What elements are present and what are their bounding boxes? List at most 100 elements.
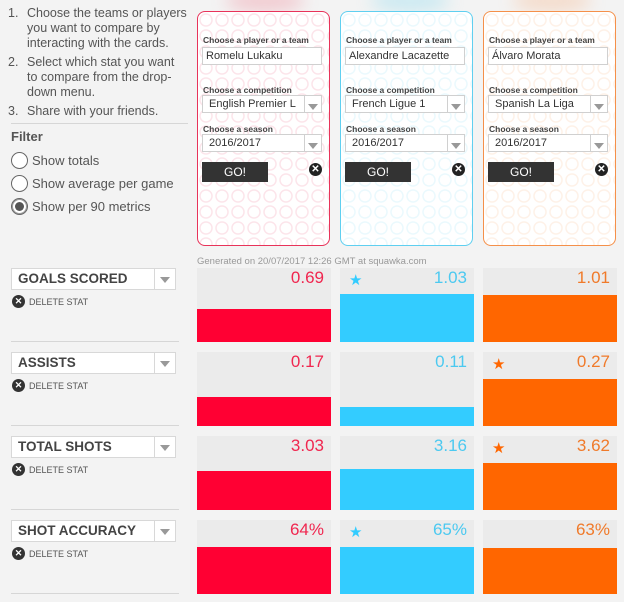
stat-value: 65%: [432, 520, 467, 539]
delete-stat-button[interactable]: ✕ DELETE STAT: [12, 379, 88, 392]
delete-stat-button[interactable]: ✕ DELETE STAT: [12, 295, 88, 308]
stat-value: 3.03: [290, 436, 324, 455]
competition-select[interactable]: English Premier L: [202, 95, 322, 113]
stat-value-box: 0.17: [197, 352, 331, 426]
chevron-down-icon[interactable]: [155, 521, 175, 541]
radio-show-average[interactable]: Show average per game: [11, 175, 174, 192]
instructions-list: 1. Choose the teams or players you want t…: [8, 6, 188, 123]
stat-value-box: 65% ★: [340, 520, 474, 594]
chevron-down-icon[interactable]: [155, 353, 175, 373]
stat-bar: [483, 463, 617, 510]
delete-stat-label: DELETE STAT: [29, 548, 89, 559]
stat-bar: [483, 548, 617, 594]
go-button[interactable]: GO!: [345, 162, 411, 182]
competition-value: English Premier L: [203, 96, 305, 112]
competition-select[interactable]: French Ligue 1: [345, 95, 465, 113]
radio-label: Show average per game: [32, 176, 174, 191]
chevron-down-icon[interactable]: [305, 135, 321, 151]
chevron-down-icon[interactable]: [448, 96, 464, 112]
chevron-down-icon[interactable]: [155, 437, 175, 457]
card-glow: [225, 0, 305, 12]
chevron-down-icon[interactable]: [305, 96, 321, 112]
instruction-text: Share with your friends.: [27, 104, 159, 118]
player-label: Choose a player or a team: [203, 35, 309, 45]
stat-bar: [340, 294, 474, 342]
chevron-down-icon[interactable]: [448, 135, 464, 151]
radio-button[interactable]: [11, 152, 28, 169]
stat-name: SHOT ACCURACY: [12, 521, 155, 541]
instruction-item: 2. Select which stat you want to compare …: [8, 55, 188, 100]
divider: [11, 593, 179, 594]
competition-select[interactable]: Spanish La Liga: [488, 95, 608, 113]
player-card-1: Choose a player or a team Romelu Lukaku …: [197, 11, 330, 246]
stat-value: 3.62: [576, 436, 610, 455]
delete-stat-label: DELETE STAT: [29, 296, 89, 307]
chevron-down-icon[interactable]: [591, 96, 607, 112]
delete-stat-button[interactable]: ✕ DELETE STAT: [12, 463, 88, 476]
player-card-3: Choose a player or a team Álvaro Morata …: [483, 11, 616, 246]
chevron-down-icon[interactable]: [591, 135, 607, 151]
go-button[interactable]: GO!: [488, 162, 554, 182]
stat-value: 3.16: [433, 436, 467, 455]
stat-value: 0.27: [576, 352, 610, 371]
stat-value-box: 0.27 ★: [483, 352, 617, 426]
star-icon: ★: [349, 272, 363, 289]
close-circle-icon: ✕: [12, 463, 25, 476]
competition-label: Choose a competition: [346, 85, 435, 95]
stat-value-box: 3.03: [197, 436, 331, 510]
stat-name: ASSISTS: [12, 353, 155, 373]
stat-value-box: 1.01: [483, 268, 617, 342]
stat-select[interactable]: SHOT ACCURACY: [11, 520, 176, 542]
close-circle-icon[interactable]: ✕: [309, 163, 322, 176]
divider: [11, 425, 179, 426]
stat-bar: [197, 547, 331, 594]
stat-select[interactable]: GOALS SCORED: [11, 268, 176, 290]
close-circle-icon[interactable]: ✕: [595, 163, 608, 176]
stat-value: 1.01: [576, 268, 610, 287]
close-circle-icon[interactable]: ✕: [452, 163, 465, 176]
stat-value-box: 3.62 ★: [483, 436, 617, 510]
player-input[interactable]: Romelu Lukaku: [202, 47, 322, 65]
competition-value: Spanish La Liga: [489, 96, 591, 112]
stat-value: 1.03: [433, 268, 467, 287]
chevron-down-icon[interactable]: [155, 269, 175, 289]
stat-bar: [340, 407, 474, 426]
season-select[interactable]: 2016/2017: [202, 134, 322, 152]
player-label: Choose a player or a team: [489, 35, 595, 45]
stat-bar: [483, 295, 617, 342]
player-card-2: Choose a player or a team Alexandre Laca…: [340, 11, 473, 246]
stat-value: 0.17: [290, 352, 324, 371]
star-icon: ★: [492, 356, 506, 373]
stat-select[interactable]: ASSISTS: [11, 352, 176, 374]
stat-value-box: 3.16: [340, 436, 474, 510]
radio-button[interactable]: [11, 175, 28, 192]
season-select[interactable]: 2016/2017: [488, 134, 608, 152]
radio-button-checked[interactable]: [11, 198, 28, 215]
season-label: Choose a season: [203, 124, 273, 134]
stat-select[interactable]: TOTAL SHOTS: [11, 436, 176, 458]
competition-label: Choose a competition: [489, 85, 578, 95]
go-button[interactable]: GO!: [202, 162, 268, 182]
delete-stat-button[interactable]: ✕ DELETE STAT: [12, 547, 88, 560]
radio-show-totals[interactable]: Show totals: [11, 152, 99, 169]
stat-value: 0.69: [290, 268, 324, 287]
instruction-text: Select which stat you want to compare fr…: [27, 55, 175, 99]
player-input[interactable]: Alexandre Lacazette: [345, 47, 465, 65]
stat-name: TOTAL SHOTS: [12, 437, 155, 457]
stat-name: GOALS SCORED: [12, 269, 155, 289]
instruction-item: 3. Share with your friends.: [8, 104, 188, 119]
card-glow: [512, 0, 592, 12]
close-circle-icon: ✕: [12, 379, 25, 392]
close-circle-icon: ✕: [12, 295, 25, 308]
divider: [11, 509, 179, 510]
stat-bar: [197, 309, 331, 342]
stat-value: 63%: [575, 520, 610, 539]
player-input[interactable]: Álvaro Morata: [488, 47, 608, 65]
delete-stat-label: DELETE STAT: [29, 464, 89, 475]
season-select[interactable]: 2016/2017: [345, 134, 465, 152]
star-icon: ★: [349, 524, 363, 541]
divider: [11, 341, 179, 342]
radio-label: Show per 90 metrics: [32, 199, 151, 214]
stat-value-box: 63%: [483, 520, 617, 594]
radio-show-per90[interactable]: Show per 90 metrics: [11, 198, 151, 215]
